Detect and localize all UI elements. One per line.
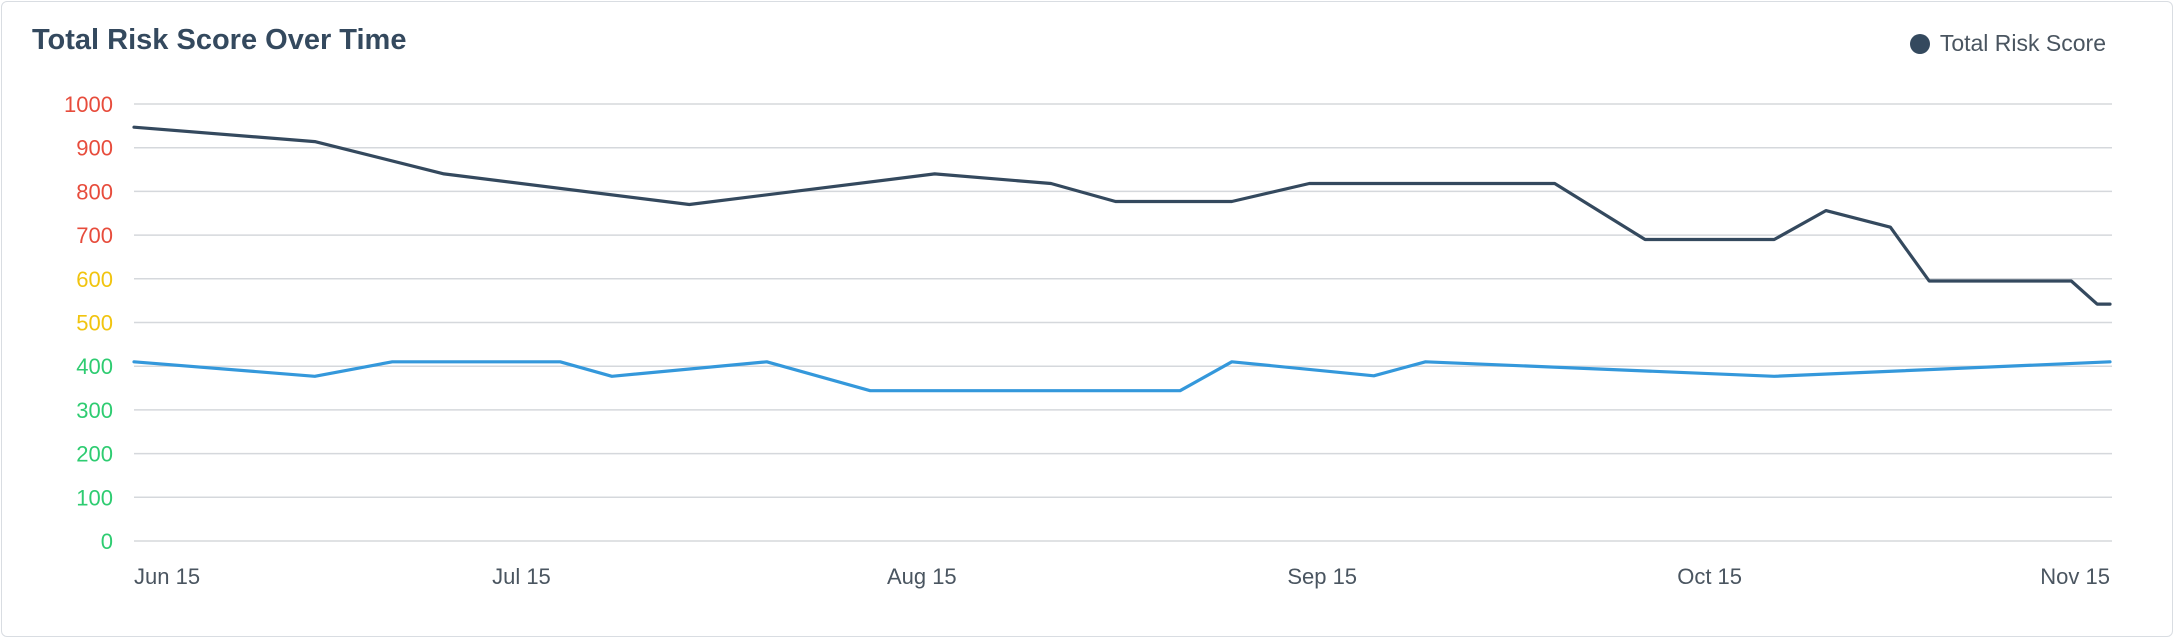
- x-tick-label: Aug 15: [887, 564, 957, 589]
- legend-label: Total Risk Score: [1939, 30, 2106, 56]
- y-tick-label: 0: [101, 529, 113, 554]
- x-axis-ticks: Jun 15 Jul 15 Aug 15 Sep 15 Oct 15 Nov 15: [134, 564, 2110, 589]
- y-axis-ticks: 0 100 200 300 400 500 600 700 800 900 1000: [64, 92, 113, 554]
- y-tick-label: 1000: [64, 92, 113, 117]
- legend-marker: [1909, 33, 1930, 54]
- legend[interactable]: Total Risk Score: [1909, 30, 2106, 57]
- y-tick-label: 600: [76, 267, 113, 292]
- series-line-total-risk-score[interactable]: [132, 125, 2112, 306]
- x-tick-label: Nov 15: [2040, 564, 2110, 589]
- chart-title: Total Risk Score Over Time: [32, 24, 407, 56]
- y-tick-label: 800: [76, 179, 113, 204]
- y-tick-label: 200: [76, 442, 113, 467]
- series-lines: [132, 125, 2112, 393]
- x-tick-label: Oct 15: [1677, 564, 1742, 589]
- gridlines: [134, 103, 2112, 542]
- x-tick-label: Sep 15: [1287, 564, 1357, 589]
- y-tick-label: 300: [76, 398, 113, 423]
- y-tick-label: 700: [76, 223, 113, 248]
- y-tick-label: 900: [76, 136, 113, 161]
- series-line-secondary[interactable]: [132, 360, 2112, 393]
- y-tick-label: 500: [76, 311, 113, 336]
- x-tick-label: Jul 15: [492, 564, 551, 589]
- y-tick-label: 100: [76, 485, 113, 510]
- x-tick-label: Jun 15: [134, 564, 200, 589]
- y-tick-label: 400: [76, 354, 113, 379]
